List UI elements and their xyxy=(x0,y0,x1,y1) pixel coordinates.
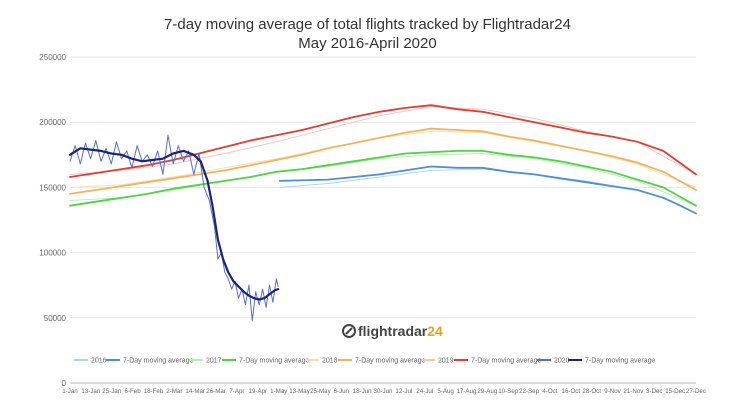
x-tick-label: 6-Jun xyxy=(334,388,350,395)
x-tick-label: 7-Apr xyxy=(229,388,244,395)
x-tick-label: 24-Jul xyxy=(416,388,433,395)
x-tick-label: 12-Jul xyxy=(395,388,412,395)
x-tick-label: 27-Dec xyxy=(686,388,706,395)
watermark-logo-icon xyxy=(342,324,356,338)
x-tick-label: 1-May xyxy=(270,388,288,395)
x-tick-label: 25-Jan xyxy=(102,388,121,395)
x-tick-label: 16-Oct xyxy=(562,388,581,395)
watermark-logo-slash xyxy=(345,327,353,335)
x-tick-label: 18-Jun xyxy=(353,388,372,395)
flightradar24-watermark: flightradar24 xyxy=(342,323,443,339)
watermark-text: flightradar24 xyxy=(358,323,443,339)
legend-label[interactable]: 7-Day moving average xyxy=(123,358,194,365)
y-tick-label: 100000 xyxy=(39,249,66,258)
x-tick-label: 4-Oct xyxy=(542,388,557,395)
y-axis: 0 50000 100000 150000 200000 250000 xyxy=(39,53,66,388)
x-tick-label: 6-Feb xyxy=(125,388,142,395)
x-tick-label: 15-Dec xyxy=(665,388,685,395)
series-line xyxy=(279,168,697,214)
legend-label[interactable]: 2020 xyxy=(554,358,570,365)
series-line xyxy=(69,134,279,321)
x-tick-label: 25-May xyxy=(310,388,332,395)
x-tick-label: 17-Aug xyxy=(456,388,477,395)
y-tick-label: 200000 xyxy=(39,118,66,127)
x-tick-label: 19-Apr xyxy=(249,388,268,395)
series-line xyxy=(69,153,697,207)
series-line xyxy=(69,104,697,178)
chart-title: 7-day moving average of total flights tr… xyxy=(164,16,571,33)
x-tick-label: 30-Jun xyxy=(374,388,393,395)
legend-label[interactable]: 7-Day moving average xyxy=(239,358,310,365)
x-tick-label: 3-Dec xyxy=(646,388,663,395)
x-tick-label: 10-Sep xyxy=(498,388,519,395)
x-tick-label: 26-Mar xyxy=(206,388,226,395)
legend-label[interactable]: 2017 xyxy=(206,358,222,365)
x-tick-label: 13-Jan xyxy=(81,388,100,395)
legend-label[interactable]: 7-Day moving average xyxy=(355,358,426,365)
x-tick-label: 2-Mar xyxy=(166,388,182,395)
legend-label[interactable]: 2019 xyxy=(438,358,454,365)
x-tick-label: 21-Nov xyxy=(623,388,644,395)
series-lines xyxy=(68,104,697,321)
x-tick-label: 28-Oct xyxy=(582,388,601,395)
x-tick-label: 29-Aug xyxy=(477,388,498,395)
y-tick-label: 150000 xyxy=(39,183,66,192)
watermark-24: 24 xyxy=(427,323,443,339)
y-tick-label: 0 xyxy=(62,379,67,388)
legend-label[interactable]: 2016 xyxy=(91,358,107,365)
series-line xyxy=(69,127,697,195)
series-line xyxy=(69,150,697,207)
legend-label[interactable]: 7-Day moving average xyxy=(471,358,542,365)
gridlines xyxy=(70,56,696,384)
x-tick-label: 14-Mar xyxy=(185,388,205,395)
series-line xyxy=(68,147,280,301)
y-tick-label: 50000 xyxy=(44,314,67,323)
y-tick-label: 250000 xyxy=(39,53,66,62)
chart-subtitle: May 2016-April 2020 xyxy=(298,35,437,52)
x-tick-label: 22-Sep xyxy=(519,388,540,395)
x-tick-label: 18-Feb xyxy=(144,388,164,395)
legend-label[interactable]: 2018 xyxy=(322,358,338,365)
x-tick-label: 1-Jan xyxy=(62,388,78,395)
x-axis: 1-Jan 13-Jan 25-Jan 6-Feb 18-Feb 2-Mar 14-Mar 2… xyxy=(62,388,706,395)
legend[interactable]: 2016 7-Day moving average 2017 7-Day moving… xyxy=(74,358,656,365)
legend-label[interactable]: 7-Day moving average xyxy=(585,358,656,365)
x-tick-label: 9-Nov xyxy=(604,388,621,395)
series-line xyxy=(278,165,697,215)
x-tick-label: 5-Aug xyxy=(437,388,454,395)
x-tick-label: 13-May xyxy=(289,388,311,395)
